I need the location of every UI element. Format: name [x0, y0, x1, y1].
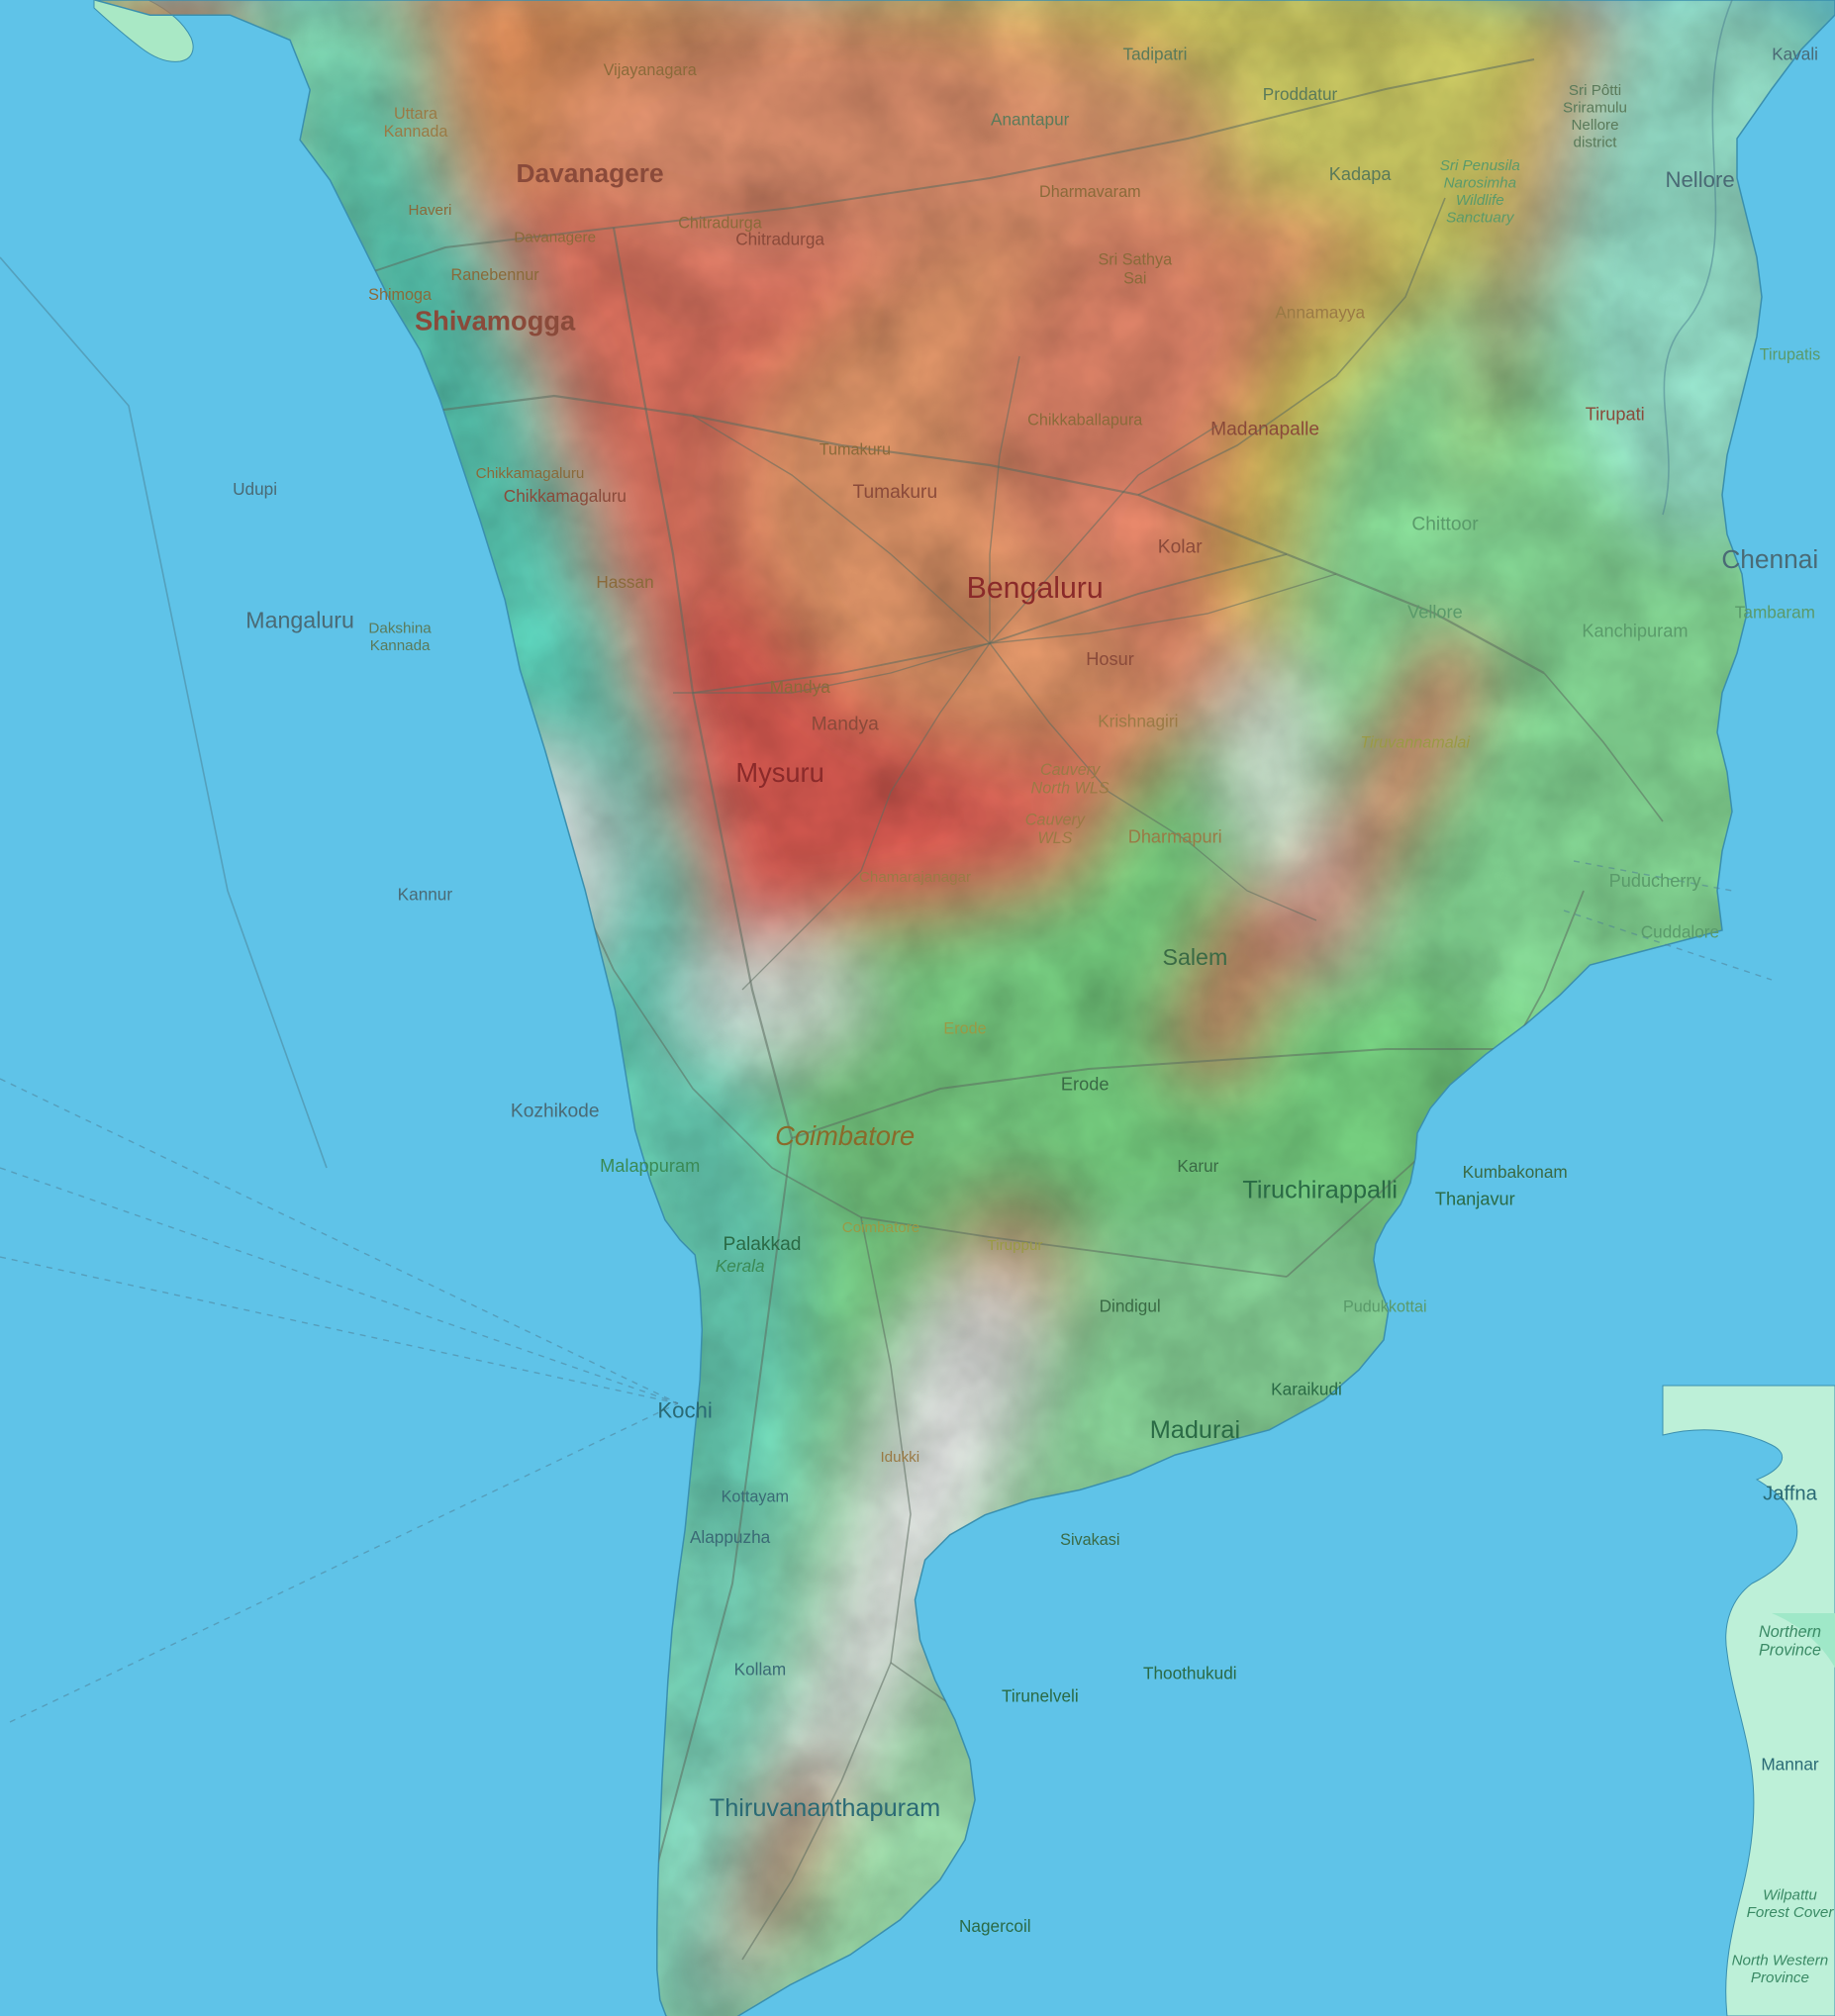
svg-text:Thiruvananthapuram: Thiruvananthapuram — [710, 1794, 940, 1822]
svg-text:Coimbatore: Coimbatore — [842, 1219, 920, 1236]
svg-text:Udupi: Udupi — [233, 479, 277, 499]
svg-text:Kollam: Kollam — [734, 1659, 787, 1679]
svg-text:Vellore: Vellore — [1407, 602, 1463, 622]
svg-text:Malappuram: Malappuram — [600, 1156, 700, 1176]
svg-text:Mangaluru: Mangaluru — [245, 608, 354, 633]
svg-text:Erode: Erode — [1061, 1074, 1110, 1094]
svg-text:Hosur: Hosur — [1086, 649, 1134, 669]
svg-text:Tirunelveli: Tirunelveli — [1002, 1686, 1079, 1706]
svg-text:Idukki: Idukki — [880, 1449, 919, 1466]
svg-text:Salem: Salem — [1163, 944, 1228, 970]
svg-text:Thoothukudi: Thoothukudi — [1143, 1663, 1237, 1682]
svg-text:Tiruvannamalai: Tiruvannamalai — [1360, 734, 1470, 752]
svg-text:Shimoga: Shimoga — [368, 286, 432, 304]
svg-text:Chittoor: Chittoor — [1411, 515, 1479, 535]
svg-text:Mandya: Mandya — [770, 677, 831, 697]
svg-text:Palakkad: Palakkad — [724, 1234, 802, 1255]
svg-text:Davanagere: Davanagere — [514, 230, 596, 246]
svg-text:Karur: Karur — [1177, 1156, 1218, 1176]
svg-text:Coimbatore: Coimbatore — [775, 1120, 915, 1151]
svg-text:Mandya: Mandya — [812, 715, 880, 735]
svg-text:Madanapalle: Madanapalle — [1210, 420, 1319, 440]
svg-text:Nellore: Nellore — [1665, 167, 1734, 192]
svg-text:Dharmavaram: Dharmavaram — [1039, 183, 1141, 201]
svg-text:Chikkaballapura: Chikkaballapura — [1027, 411, 1142, 429]
svg-text:Pudukkottai: Pudukkottai — [1343, 1298, 1427, 1316]
svg-text:Tirupati: Tirupati — [1586, 404, 1645, 424]
svg-text:Shivamogga: Shivamogga — [415, 305, 576, 336]
svg-text:Chikkamagaluru: Chikkamagaluru — [476, 465, 585, 482]
svg-text:Kochi: Kochi — [657, 1398, 713, 1423]
svg-text:Jaffna: Jaffna — [1763, 1484, 1817, 1505]
svg-text:Thanjavur: Thanjavur — [1435, 1190, 1515, 1209]
svg-text:Alappuzha: Alappuzha — [690, 1527, 771, 1547]
svg-text:Kanchipuram: Kanchipuram — [1582, 622, 1688, 641]
svg-text:Chamarajanagar: Chamarajanagar — [859, 869, 971, 886]
svg-text:Kolar: Kolar — [1158, 537, 1203, 558]
svg-text:Kozhikode: Kozhikode — [511, 1102, 600, 1122]
svg-text:Kannur: Kannur — [398, 884, 453, 904]
svg-text:Tumakuru: Tumakuru — [820, 441, 891, 459]
svg-text:Kadapa: Kadapa — [1329, 164, 1393, 184]
svg-text:Sivakasi: Sivakasi — [1060, 1531, 1119, 1549]
svg-text:Davanagere: Davanagere — [517, 158, 664, 188]
svg-text:Kerala: Kerala — [716, 1256, 765, 1276]
svg-text:Chennai: Chennai — [1721, 544, 1818, 574]
svg-text:Ranebennur: Ranebennur — [451, 266, 540, 284]
svg-text:Tadipatri: Tadipatri — [1123, 45, 1188, 64]
svg-text:Proddatur: Proddatur — [1263, 84, 1338, 104]
svg-text:Mysuru: Mysuru — [735, 757, 824, 788]
svg-text:Haveri: Haveri — [409, 202, 452, 219]
svg-text:Dharmapuri: Dharmapuri — [1128, 827, 1222, 847]
svg-text:Kottayam: Kottayam — [722, 1488, 789, 1506]
svg-text:Tambaram: Tambaram — [1735, 602, 1815, 622]
svg-text:Hassan: Hassan — [596, 572, 653, 592]
svg-text:Tiruchirappalli: Tiruchirappalli — [1242, 1176, 1398, 1203]
svg-text:Karaikudi: Karaikudi — [1271, 1379, 1342, 1398]
svg-text:Puducherry: Puducherry — [1609, 871, 1702, 891]
svg-text:Krishnagiri: Krishnagiri — [1098, 712, 1178, 731]
svg-text:Mannar: Mannar — [1761, 1754, 1819, 1774]
svg-text:Nagercoil: Nagercoil — [959, 1916, 1031, 1936]
svg-text:Chitradurga: Chitradurga — [735, 230, 824, 249]
svg-text:Chikkamagaluru: Chikkamagaluru — [504, 486, 627, 506]
svg-text:Kumbakonam: Kumbakonam — [1463, 1162, 1568, 1182]
svg-text:Cuddalore: Cuddalore — [1641, 922, 1719, 942]
svg-text:Anantapur: Anantapur — [991, 109, 1070, 129]
svg-text:Madurai: Madurai — [1150, 1416, 1240, 1444]
svg-text:Vijayanagara: Vijayanagara — [604, 61, 697, 79]
svg-text:Dindigul: Dindigul — [1100, 1296, 1161, 1316]
svg-text:Bengaluru: Bengaluru — [967, 572, 1104, 605]
svg-text:Kavali: Kavali — [1772, 45, 1818, 64]
svg-text:Tumakuru: Tumakuru — [852, 482, 937, 503]
svg-text:Tirupatis: Tirupatis — [1760, 346, 1820, 364]
svg-text:Annamayya: Annamayya — [1275, 302, 1365, 322]
svg-text:Tiruppur: Tiruppur — [988, 1237, 1043, 1254]
svg-text:Erode: Erode — [943, 1020, 986, 1038]
